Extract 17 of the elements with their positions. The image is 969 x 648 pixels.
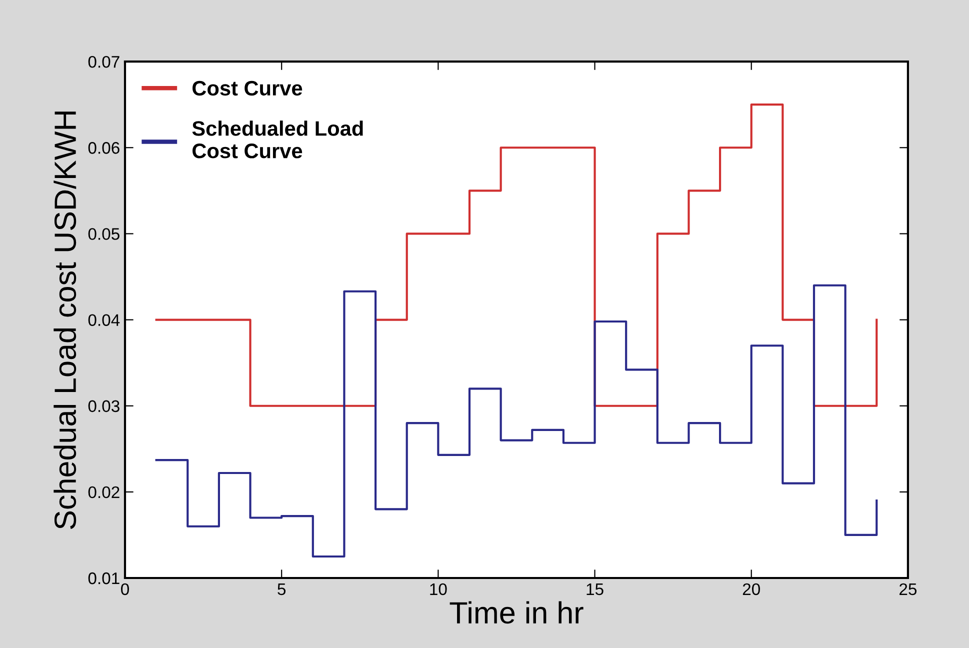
x-tick-label: 5 xyxy=(278,583,286,596)
x-tick-label: 10 xyxy=(430,583,447,596)
y-tick-label: 0.06 xyxy=(88,142,120,154)
y-tick-label: 0.05 xyxy=(88,228,120,240)
x-tick-label: 25 xyxy=(900,583,917,596)
y-tick-label: 0.03 xyxy=(88,400,120,412)
x-axis-title: Time in hr xyxy=(450,601,584,624)
x-tick-label: 15 xyxy=(586,583,604,596)
x-tick-label: 20 xyxy=(742,583,760,596)
x-tick-label: 0 xyxy=(121,583,129,596)
legend-label: Schedualed Load Cost Curve xyxy=(192,120,363,158)
y-tick-label: 0.07 xyxy=(88,56,120,68)
y-tick-label: 0.01 xyxy=(88,572,120,584)
y-axis-title: Schedual Load cost USD/KWH xyxy=(54,112,76,529)
legend-label: Cost Curve xyxy=(192,80,302,96)
y-tick-label: 0.02 xyxy=(88,486,120,498)
y-tick-label: 0.04 xyxy=(88,314,120,326)
